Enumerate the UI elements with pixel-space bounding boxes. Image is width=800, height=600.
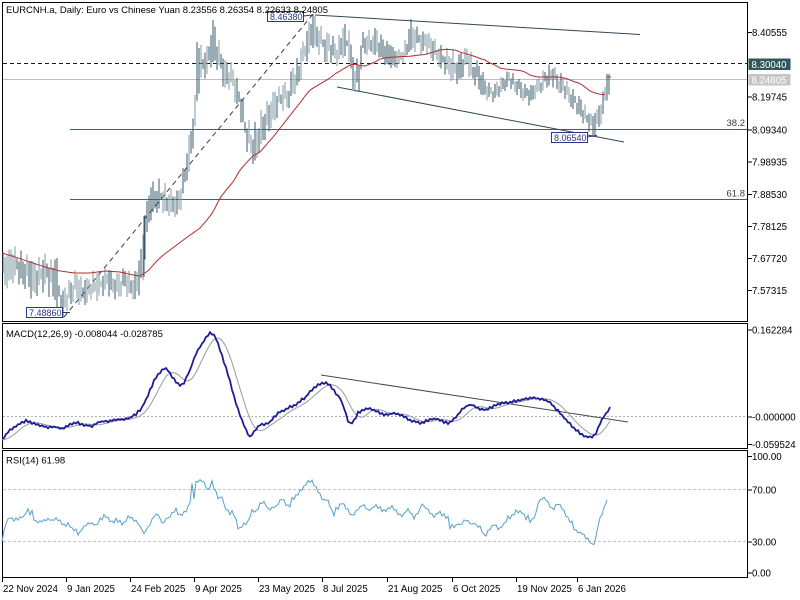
svg-text:9 Apr 2025: 9 Apr 2025 bbox=[195, 584, 242, 595]
svg-text:MACD(12,26,9) -0.008044 -0.028: MACD(12,26,9) -0.008044 -0.028785 bbox=[6, 329, 163, 340]
svg-text:61.8: 61.8 bbox=[727, 189, 746, 200]
svg-text:0.162284: 0.162284 bbox=[752, 326, 793, 337]
svg-text:7.78125: 7.78125 bbox=[752, 222, 787, 233]
svg-text:30.00: 30.00 bbox=[752, 538, 777, 549]
svg-text:8.24805: 8.24805 bbox=[752, 75, 787, 86]
svg-text:8.30040: 8.30040 bbox=[752, 60, 788, 71]
svg-text:70.00: 70.00 bbox=[752, 486, 777, 497]
svg-text:0.00: 0.00 bbox=[752, 569, 771, 580]
svg-text:8.06540: 8.06540 bbox=[554, 133, 587, 143]
svg-text:24 Feb 2025: 24 Feb 2025 bbox=[131, 584, 185, 595]
svg-text:EURCNH.a, Daily: Euro vs Chin: EURCNH.a, Daily: Euro vs Chinese Yuan 8.… bbox=[6, 5, 328, 16]
svg-text:19 Nov 2025: 19 Nov 2025 bbox=[517, 584, 572, 595]
svg-text:8 Jul 2025: 8 Jul 2025 bbox=[323, 584, 368, 595]
svg-text:6 Oct 2025: 6 Oct 2025 bbox=[453, 584, 500, 595]
svg-text:7.57315: 7.57315 bbox=[752, 286, 787, 297]
svg-text:100.00: 100.00 bbox=[752, 452, 782, 463]
svg-text:7.88530: 7.88530 bbox=[752, 190, 788, 201]
svg-text:8.40555: 8.40555 bbox=[752, 28, 787, 39]
svg-text:7.98935: 7.98935 bbox=[752, 158, 787, 169]
svg-text:23 May 2025: 23 May 2025 bbox=[259, 584, 315, 595]
svg-text:7.48860: 7.48860 bbox=[29, 308, 62, 318]
svg-text:38.2: 38.2 bbox=[727, 118, 746, 129]
svg-text:22 Nov 2024: 22 Nov 2024 bbox=[3, 584, 59, 595]
svg-text:6 Jan 2026: 6 Jan 2026 bbox=[578, 584, 626, 595]
svg-text:-0.000000: -0.000000 bbox=[752, 413, 796, 424]
svg-text:21 Aug 2025: 21 Aug 2025 bbox=[388, 584, 442, 595]
svg-text:7.67720: 7.67720 bbox=[752, 254, 788, 265]
svg-text:-0.059524: -0.059524 bbox=[752, 440, 796, 451]
svg-text:8.46380: 8.46380 bbox=[270, 12, 303, 22]
svg-text:RSI(14) 61.98: RSI(14) 61.98 bbox=[6, 456, 65, 467]
svg-text:9 Jan 2025: 9 Jan 2025 bbox=[67, 584, 115, 595]
svg-text:8.19745: 8.19745 bbox=[752, 93, 787, 104]
svg-text:8.09340: 8.09340 bbox=[752, 126, 788, 137]
